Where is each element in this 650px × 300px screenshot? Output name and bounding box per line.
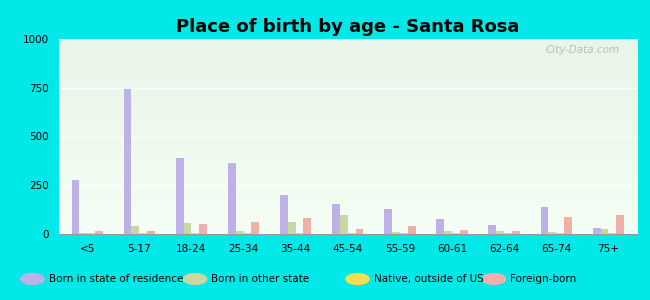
Bar bbox=[541, 207, 549, 234]
Bar bbox=[147, 231, 155, 234]
Bar bbox=[252, 222, 259, 234]
Bar bbox=[512, 231, 520, 234]
Bar bbox=[564, 218, 572, 234]
Bar bbox=[288, 222, 296, 234]
Text: Foreign-born: Foreign-born bbox=[510, 274, 577, 284]
Text: Born in state of residence: Born in state of residence bbox=[49, 274, 183, 284]
Text: City-Data.com: City-Data.com bbox=[545, 45, 619, 55]
Bar bbox=[228, 163, 236, 234]
Bar bbox=[348, 233, 356, 234]
Bar bbox=[556, 233, 564, 234]
Bar bbox=[87, 233, 95, 234]
Bar bbox=[304, 218, 311, 234]
Bar bbox=[601, 229, 608, 234]
Bar bbox=[392, 232, 400, 234]
Bar bbox=[488, 225, 497, 234]
Bar bbox=[199, 224, 207, 234]
Bar bbox=[460, 230, 467, 234]
Bar bbox=[497, 231, 504, 234]
Bar bbox=[95, 231, 103, 234]
Title: Place of birth by age - Santa Rosa: Place of birth by age - Santa Rosa bbox=[176, 18, 519, 36]
Bar bbox=[384, 209, 392, 234]
Bar bbox=[72, 180, 79, 234]
Bar bbox=[593, 228, 601, 234]
Text: Native, outside of US: Native, outside of US bbox=[374, 274, 484, 284]
Bar bbox=[131, 226, 139, 234]
Bar bbox=[549, 232, 556, 234]
Bar bbox=[244, 233, 252, 234]
Bar bbox=[504, 233, 512, 234]
Bar bbox=[280, 195, 288, 234]
Bar bbox=[616, 214, 624, 234]
Bar bbox=[79, 233, 87, 234]
Bar bbox=[356, 229, 363, 234]
Bar bbox=[296, 233, 304, 234]
Bar bbox=[436, 219, 444, 234]
Bar bbox=[400, 233, 408, 234]
Bar bbox=[191, 233, 199, 234]
Bar bbox=[236, 231, 244, 234]
Bar bbox=[124, 89, 131, 234]
Bar bbox=[183, 223, 191, 234]
Text: Born in other state: Born in other state bbox=[211, 274, 309, 284]
Bar bbox=[340, 214, 348, 234]
Bar bbox=[176, 158, 183, 234]
Bar bbox=[332, 204, 340, 234]
Bar bbox=[139, 233, 147, 234]
Bar bbox=[452, 233, 460, 234]
Bar bbox=[444, 231, 452, 234]
Bar bbox=[408, 226, 415, 234]
Bar bbox=[608, 233, 616, 234]
